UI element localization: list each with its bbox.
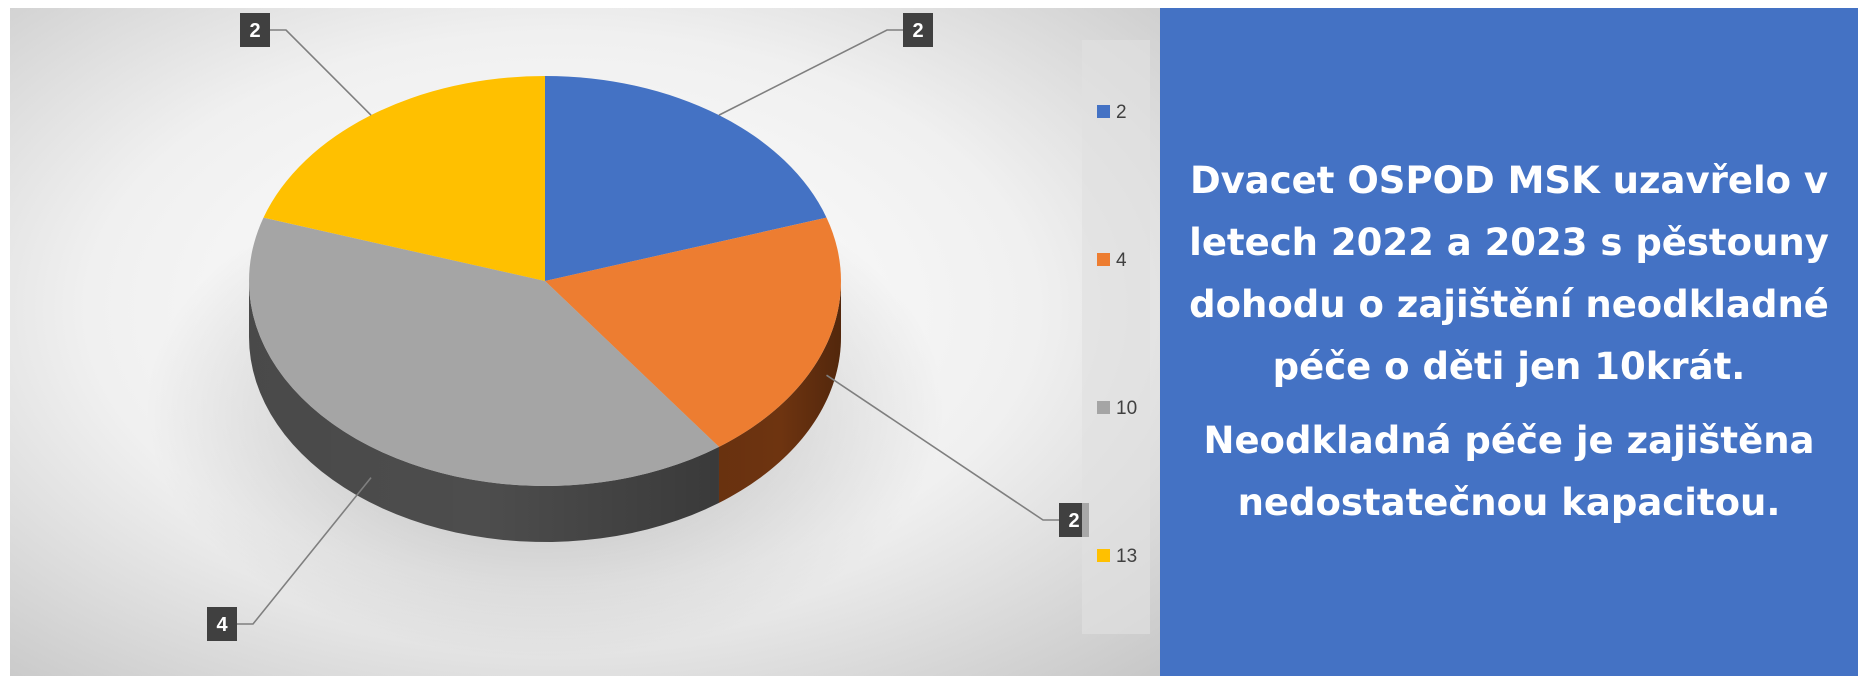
legend-entry-13: 13	[1116, 546, 1137, 567]
data-label-13: 2	[249, 20, 260, 42]
legend-entry-2: 2	[1116, 102, 1127, 123]
legend: 2 4 10 13	[1097, 102, 1137, 567]
chart-panel: 2 2 4 2 2 4 10 13	[10, 8, 1160, 676]
data-labels: 2 2 4 2	[207, 13, 1089, 641]
message-line-2: Neodkladná péče je zajištěna nedostatečn…	[1203, 419, 1815, 524]
leader-line-10	[237, 477, 372, 625]
data-label-2: 2	[912, 20, 923, 42]
slice-2	[545, 76, 827, 281]
slice-side-shade-10	[249, 281, 719, 542]
data-label-4: 2	[1068, 510, 1079, 532]
data-label-box-2	[903, 13, 933, 47]
message-line-1: Dvacet OSPOD MSK uzavřelo v letech 2022 …	[1189, 159, 1829, 388]
legend-entry-10: 10	[1116, 398, 1137, 419]
slice-4	[545, 217, 841, 447]
slice-13	[263, 76, 545, 281]
leader-lines	[237, 29, 1059, 625]
legend-swatch-13	[1097, 549, 1110, 562]
leader-line-13	[270, 29, 372, 116]
legend-swatch-2	[1097, 105, 1110, 118]
leader-line-4	[826, 374, 1059, 521]
data-label-10: 4	[216, 614, 228, 636]
data-label-box-13	[240, 13, 270, 47]
message-panel: Dvacet OSPOD MSK uzavřelo v letech 2022 …	[1160, 8, 1858, 676]
slice-10	[249, 217, 719, 486]
legend-swatch-4	[1097, 253, 1110, 266]
leader-line-2	[718, 29, 903, 116]
pie-slices	[249, 76, 841, 486]
legend-swatch-10	[1097, 401, 1110, 414]
pie-sides	[249, 281, 841, 542]
data-label-box-10	[207, 607, 237, 641]
pie-chart: 2 2 4 2 2 4 10 13	[10, 8, 1160, 676]
legend-box	[1082, 40, 1150, 634]
slice-side-shade-4	[718, 281, 841, 503]
legend-entry-4: 4	[1116, 250, 1127, 271]
